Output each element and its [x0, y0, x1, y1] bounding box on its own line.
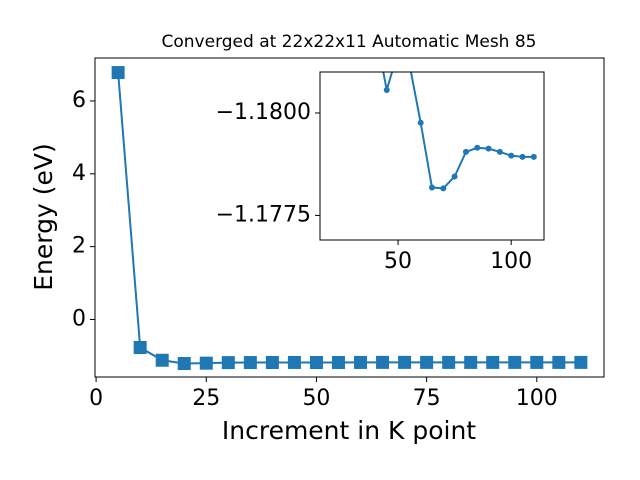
marker — [221, 356, 235, 370]
x-tick-label: 50 — [302, 386, 330, 411]
marker — [354, 355, 368, 369]
marker — [243, 356, 257, 370]
marker — [417, 119, 424, 126]
marker — [265, 356, 279, 370]
marker — [508, 355, 522, 369]
chart-title: Converged at 22x22x11 Automatic Mesh 85 — [162, 32, 537, 52]
marker — [177, 357, 191, 371]
y-tick-label: −1.1800 — [216, 100, 311, 125]
marker — [287, 355, 301, 369]
marker — [574, 355, 588, 369]
x-tick-label: 100 — [490, 249, 532, 274]
marker — [530, 355, 544, 369]
marker — [420, 355, 434, 369]
marker — [155, 353, 169, 367]
marker — [440, 185, 447, 192]
marker — [133, 341, 147, 355]
data-line — [117, 72, 581, 365]
marker — [309, 355, 323, 369]
plot-area — [382, 72, 537, 192]
marker — [442, 355, 456, 369]
inset-background — [320, 72, 544, 240]
marker — [451, 173, 458, 180]
x-tick-label: 0 — [89, 386, 103, 411]
x-tick-label: 25 — [192, 386, 220, 411]
marker — [486, 355, 500, 369]
marker — [111, 66, 125, 80]
x-tick-label: 75 — [413, 386, 441, 411]
marker — [508, 152, 515, 159]
marker — [199, 356, 213, 370]
y-tick-label: 4 — [72, 161, 86, 186]
marker — [462, 148, 469, 155]
y-tick-label: 0 — [72, 306, 86, 331]
marker — [519, 153, 526, 160]
y-axis-label: Energy (eV) — [29, 143, 58, 290]
axes-frame — [94, 57, 605, 378]
plot-area — [111, 66, 588, 371]
x-axis-label: Increment in K point — [222, 416, 476, 445]
marker — [383, 87, 390, 94]
marker — [496, 148, 503, 155]
marker — [474, 144, 481, 151]
x-tick-label: 100 — [516, 386, 558, 411]
marker — [530, 153, 537, 160]
marker — [398, 355, 412, 369]
axes-frame — [319, 71, 545, 241]
marker — [376, 355, 390, 369]
x-tick-label: 50 — [384, 249, 412, 274]
y-tick-label: 6 — [72, 88, 86, 113]
marker — [429, 184, 435, 191]
marker — [485, 145, 492, 152]
y-tick-label: −1.1775 — [216, 202, 311, 227]
marker — [331, 355, 345, 369]
marker — [464, 355, 478, 369]
y-tick-label: 2 — [72, 234, 86, 259]
marker — [552, 355, 566, 369]
